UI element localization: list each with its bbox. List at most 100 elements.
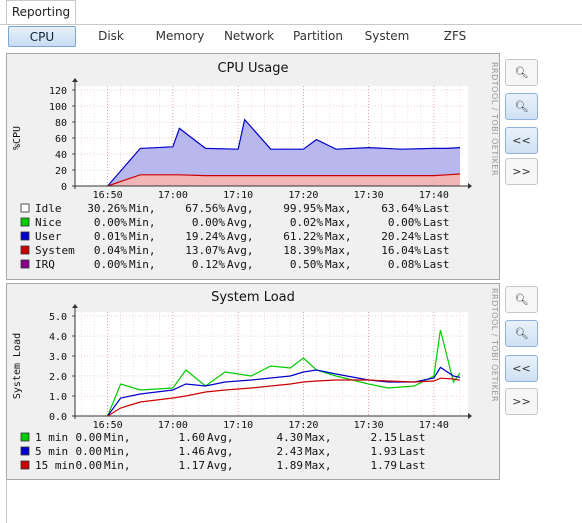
series-line-15-min	[107, 377, 461, 417]
legend-name: 1 min	[35, 431, 68, 444]
legend-stat-label: Max,	[305, 431, 332, 444]
legend-value: 19.24%	[185, 230, 225, 243]
legend-stat-label: Min,	[104, 459, 131, 472]
legend-stat-label: Avg,	[227, 202, 254, 215]
legend-stat-label: Last	[423, 202, 450, 215]
legend-value: 0.04%	[94, 244, 127, 257]
x-tick-label: 17:20	[288, 190, 318, 201]
tab-strip: Reporting	[0, 0, 582, 25]
legend-stat-label: Max,	[325, 230, 352, 243]
subtab-memory[interactable]: Memory	[155, 29, 205, 43]
y-tick-label: 1.0	[49, 392, 67, 403]
zoom-in-icon: 🔍︎	[514, 66, 529, 79]
legend-stat-label: Min,	[129, 244, 156, 257]
y-tick-label: 120	[49, 86, 67, 97]
legend-swatch	[20, 231, 30, 241]
legend-stat-label: Max,	[325, 258, 352, 271]
legend-stat-label: Avg,	[207, 431, 234, 444]
subtab-system[interactable]: System	[364, 29, 410, 43]
legend-stat-label: Last	[423, 244, 450, 257]
cpu-usage-graph: CPU Usage RRDTOOL / TOBI OETIKER %CPU 0 20 40…	[6, 53, 500, 280]
rrdtool-watermark: RRDTOOL / TOBI OETIKER	[490, 62, 499, 176]
legend-swatch	[20, 432, 30, 442]
legend-stat-label: Last	[423, 216, 450, 229]
legend-name: User	[35, 230, 62, 243]
zoom-in-button[interactable]: 🔍︎	[505, 286, 538, 313]
legend-value: 1.79	[371, 459, 398, 472]
legend-stat-label: Min,	[104, 431, 131, 444]
legend-value: 63.64%	[381, 202, 421, 215]
subtab-partition[interactable]: Partition	[292, 29, 343, 43]
x-tick-label: 16:50	[93, 420, 123, 431]
legend-stat-label: Max,	[305, 445, 332, 458]
legend-stat-label: Last	[423, 258, 450, 271]
legend-name: 5 min	[35, 445, 68, 458]
y-tick-label: 2.0	[49, 372, 67, 383]
legend-stat-label: Max,	[325, 216, 352, 229]
chart-title: CPU Usage	[217, 61, 288, 76]
legend-stat-label: Avg,	[207, 445, 234, 458]
back-button[interactable]: <<	[505, 355, 538, 382]
legend-stat-label: Min,	[129, 216, 156, 229]
legend-value: 2.15	[371, 431, 398, 444]
y-axis-arrow	[72, 304, 78, 308]
legend-stat-label: Avg,	[227, 258, 254, 271]
zoom-in-button[interactable]: 🔍︎	[505, 59, 538, 86]
zoom-out-icon: 🔍︎	[514, 100, 529, 113]
rrdtool-watermark: RRDTOOL / TOBI OETIKER	[490, 288, 499, 402]
cpu-usage-chart: CPU Usage RRDTOOL / TOBI OETIKER %CPU 0 20 40…	[12, 61, 499, 271]
y-tick-label: 4.0	[49, 332, 67, 343]
legend-name: IRQ	[35, 258, 55, 271]
x-tick-label: 17:10	[223, 190, 253, 201]
legend-value: 0.00	[76, 459, 103, 472]
legend-swatch	[20, 203, 30, 213]
legend-value: 0.01%	[94, 230, 127, 243]
system-load-chart: System Load RRDTOOL / TOBI OETIKER System …	[12, 288, 499, 472]
zoom-out-button[interactable]: 🔍︎	[505, 93, 538, 120]
subtab-zfs[interactable]: ZFS	[443, 29, 467, 43]
zoom-out-button[interactable]: 🔍︎	[505, 320, 538, 347]
legend-stat-label: Max,	[325, 244, 352, 257]
legend-value: 1.93	[371, 445, 398, 458]
x-axis-arrow	[468, 183, 472, 189]
y-tick-label: 60	[55, 134, 67, 145]
legend-value: 0.08%	[388, 258, 421, 271]
legend-stat-label: Avg,	[227, 230, 254, 243]
y-tick-label: 20	[55, 166, 67, 177]
legend-value: 1.46	[179, 445, 206, 458]
x-tick-label: 17:40	[419, 420, 449, 431]
tab-reporting[interactable]: Reporting	[6, 0, 76, 24]
y-tick-label: 80	[55, 118, 67, 129]
legend-stat-label: Avg,	[227, 244, 254, 257]
legend-stat-label: Last	[399, 445, 426, 458]
subtab-cpu[interactable]: CPU	[8, 26, 76, 47]
forward-button[interactable]: >>	[505, 388, 538, 415]
back-button[interactable]: <<	[505, 127, 538, 154]
x-tick-label: 17:00	[158, 190, 188, 201]
legend-value: 1.89	[277, 459, 304, 472]
legend-value: 0.02%	[290, 216, 323, 229]
legend-stat-label: Min,	[129, 230, 156, 243]
y-tick-label: 40	[55, 150, 67, 161]
forward-button[interactable]: >>	[505, 158, 538, 185]
legend-swatch	[20, 446, 30, 456]
legend-name: Idle	[35, 202, 62, 215]
legend-value: 16.04%	[381, 244, 421, 257]
legend-stat-label: Max,	[325, 202, 352, 215]
subtab-network[interactable]: Network	[223, 29, 275, 43]
legend-value: 18.39%	[283, 244, 323, 257]
legend-value: 20.24%	[381, 230, 421, 243]
user-area	[107, 119, 460, 186]
plot-area	[75, 312, 468, 416]
x-tick-label: 16:50	[93, 190, 123, 201]
y-axis-arrow	[72, 78, 78, 82]
subtab-disk[interactable]: Disk	[98, 29, 124, 43]
legend-value: 0.12%	[192, 258, 225, 271]
x-axis-arrow	[468, 413, 472, 419]
zoom-out-icon: 🔍︎	[514, 327, 529, 340]
x-tick-label: 17:10	[223, 420, 253, 431]
x-tick-label: 17:30	[354, 420, 384, 431]
page-border	[6, 480, 7, 523]
legend-value: 4.30	[277, 431, 304, 444]
legend-value: 1.17	[179, 459, 206, 472]
